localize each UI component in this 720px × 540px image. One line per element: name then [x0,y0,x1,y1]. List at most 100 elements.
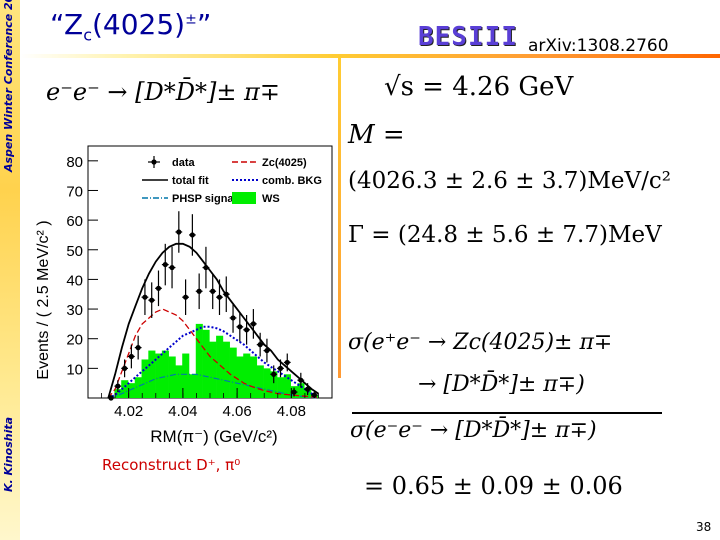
ws-bar [141,359,149,398]
header-divider [20,54,720,58]
data-point [203,264,209,271]
legend-label: PHSP signal [172,193,237,205]
ws-bar [297,383,305,398]
data-point [162,261,168,268]
data-point [210,288,216,294]
data-point [291,389,297,395]
comb-bkg-curve [107,325,319,399]
ws-bar [121,380,129,398]
ws-bar [127,383,136,398]
ws-bar [175,365,183,398]
y-tick-label: 30 [66,302,83,319]
author-label: K. Kinoshita [2,416,15,492]
ws-bar [283,374,291,398]
ws-bar [202,329,210,398]
data-point [142,294,148,300]
data-point [149,297,155,303]
ws-bar [161,350,169,398]
energy-label: √s = 4.26 GeV [384,72,574,102]
y-tick-label: 70 [66,183,83,200]
ws-bar [222,341,230,398]
data-point [271,371,277,377]
data-point [189,232,195,238]
ws-bar [256,365,264,398]
rm-pi-chart: 4.02 4.04 4.06 4.08 10 20 30 40 50 60 70 80 data Zc(4… [35,145,333,446]
mass-label: M = [348,120,405,150]
legend-label: total fit [172,175,209,187]
experiment-logo: BESIII [418,22,518,52]
data-point [216,294,223,300]
ws-bar [270,371,278,398]
data-point [115,383,121,389]
ws-bar [243,353,251,398]
legend-label: data [172,157,196,169]
ws-bar [277,377,285,398]
data-point [230,315,236,321]
arxiv-reference: arXiv:1308.2760 [528,36,669,56]
data-point [264,347,270,354]
ws-bar [263,368,271,398]
y-tick-label: 80 [66,154,83,171]
ratio-numerator-2: → [D*D̄*]± π∓) [418,372,585,397]
ratio-denominator: σ(e⁻e⁻ → [D*D̄*]± π∓) [350,418,597,443]
data-point [223,291,229,297]
data-point [305,386,311,392]
data-point [176,229,182,235]
fraction-bar [352,412,662,414]
ws-bar [195,323,203,398]
ratio-result: = 0.65 ± 0.09 ± 0.06 [364,472,623,500]
legend-label: comb. BKG [262,175,322,187]
page-number: 38 [696,520,712,534]
mass-value: (4026.3 ± 2.6 ± 3.7)MeV/c² [348,168,671,194]
data-point [311,392,317,398]
legend-swatch [151,159,157,165]
data-point [155,285,162,291]
ws-bar [209,341,217,398]
ws-bar [236,356,244,398]
data-point [183,294,189,300]
phsp-signal-curve [108,373,319,399]
data-point [237,324,243,330]
ws-bar [155,353,163,398]
data-point [250,321,256,327]
data-point [122,365,128,371]
data-point [277,365,284,371]
y-tick-label: 10 [66,361,83,378]
legend-label: WS [262,193,280,205]
data-point [135,345,141,351]
x-tick-label: 4.04 [168,403,197,420]
data-point [196,288,202,294]
ws-bar [182,353,190,398]
conference-label: Aspen Winter Conference 2014 [2,0,15,172]
y-tick-label: 50 [66,243,83,260]
process-formula: e⁻e⁻ → [D*D̄*]± π∓ [46,78,280,106]
sidebar-strip [0,0,20,540]
ws-bar [134,377,142,398]
data-point [128,353,134,360]
y-tick-label: 20 [66,332,83,349]
column-divider [338,58,341,378]
data-point [284,359,290,366]
x-tick-label: 4.06 [223,403,252,420]
ws-bar [229,347,237,398]
data-point [298,377,304,383]
ws-bar [249,356,258,398]
ratio-numerator-1: σ(e⁺e⁻ → Zc(4025)± π∓ [348,330,613,355]
ws-bar [114,389,122,398]
page-title: “Zc(4025)±” [50,8,212,45]
y-tick-label: 40 [66,272,83,289]
y-tick-label: 60 [66,213,83,230]
width-value: Γ = (24.8 ± 5.6 ± 7.7)MeV [348,222,662,248]
ws-bar [216,335,224,398]
data-point [257,342,263,348]
data-point [244,327,250,333]
ws-bar [188,374,197,398]
y-axis-label: Events / ( 2.5 MeV/c² ) [35,220,52,379]
x-axis-label: RM(π⁻) (GeV/c²) [150,427,277,446]
ws-bar [148,350,156,398]
legend-swatch [232,192,256,204]
ws-bar [168,356,176,398]
reconstruct-note: Reconstruct D⁺, π⁰ [102,456,241,474]
zc-curve [107,308,319,399]
total-fit-curve [107,242,319,399]
